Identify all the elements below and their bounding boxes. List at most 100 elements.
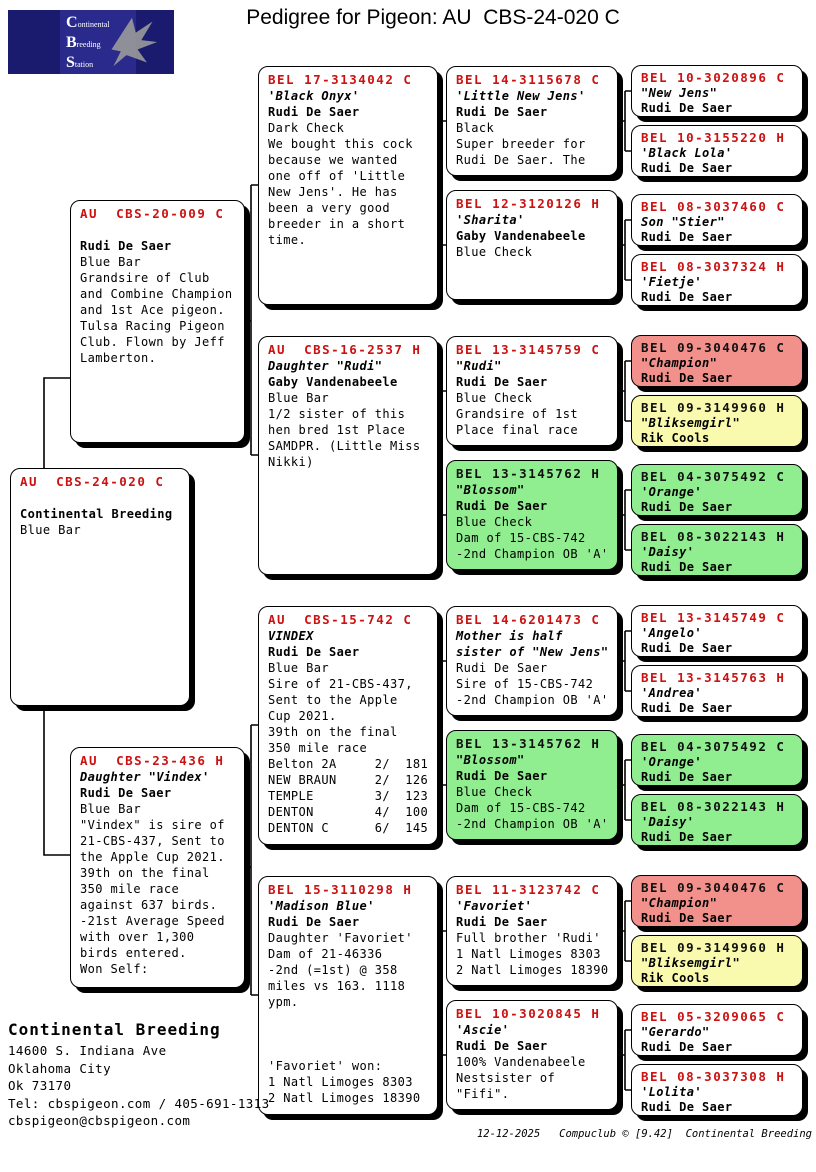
box-line: -2nd (=1st) @ 358 xyxy=(268,963,398,977)
box-line: 'Orange' xyxy=(641,485,702,499)
box-line: Rudi De Saer xyxy=(456,1039,548,1053)
box-line: Blue Bar xyxy=(268,391,329,405)
box-line: Daughter "Rudi" xyxy=(268,359,383,373)
box-line: Rudi De Saer xyxy=(641,641,733,655)
box-line: Rudi De Saer xyxy=(456,105,548,119)
box-line: 'Daisy' xyxy=(641,545,695,559)
box-details: Continental Breeding Blue Bar xyxy=(20,490,184,538)
box-line: Daughter 'Favoriet' xyxy=(268,931,413,945)
pedigree-box-bel-15-3110298-h: BEL 15-3110298 H 'Madison Blue' Rudi De S… xyxy=(258,876,438,1115)
box-line: 'Angelo' xyxy=(641,626,702,640)
box-line: We bought this cock xyxy=(268,137,413,151)
ring-number: BEL 04-3075492 C xyxy=(641,739,786,754)
ring-number: BEL 11-3123742 C xyxy=(456,882,601,897)
box-line: Rudi De Saer xyxy=(456,661,548,675)
box-details: 'Sharita' Gaby Vandenabeele Blue Check xyxy=(456,212,612,260)
box-line: Mother is half xyxy=(456,629,563,643)
ring-number: BEL 12-3120126 H xyxy=(456,196,601,211)
pedigree-box-au-cbs-24-020-c: AU CBS-24-020 C Continental Breeding Blue… xyxy=(10,468,190,706)
box-details: VINDEX Rudi De Saer Blue Bar Sire of 21-CBS… xyxy=(268,628,432,836)
box-line: "Gerardo" xyxy=(641,1025,710,1039)
box-details: Rudi De Saer Blue Bar Grandsire of Club and… xyxy=(80,222,239,366)
ring-number: BEL 08-3022143 H xyxy=(641,799,786,814)
ring-number: BEL 04-3075492 C xyxy=(641,469,786,484)
pedigree-box-bel-14-3115678-c: BEL 14-3115678 C 'Little New Jens' Rudi D… xyxy=(446,66,618,176)
box-line: Blue Check xyxy=(456,515,533,529)
pedigree-box-bel-08-3022143-h: BEL 08-3022143 H 'Daisy' Rudi De Saer xyxy=(631,524,803,576)
box-line: Sire of 15-CBS-742 xyxy=(456,677,594,691)
box-line: Rudi De Saer xyxy=(641,500,733,514)
box-details: 'Orange' Rudi De Saer xyxy=(641,755,797,785)
box-line: Won Self: xyxy=(80,962,149,976)
pedigree-box-bel-13-3145763-h: BEL 13-3145763 H 'Andrea' Rudi De Saer xyxy=(631,665,803,717)
pedigree-box-bel-14-6201473-c: BEL 14-6201473 C Mother is half sister of… xyxy=(446,606,618,716)
box-details: 'Little New Jens' Rudi De Saer Black Super … xyxy=(456,88,612,168)
pedigree-box-bel-12-3120126-h: BEL 12-3120126 H 'Sharita' Gaby Vandenabe… xyxy=(446,190,618,300)
box-line: 'Orange' xyxy=(641,755,702,769)
ring-number: AU CBS-20-009 C xyxy=(80,206,225,221)
box-details: 'Orange' Rudi De Saer xyxy=(641,485,797,515)
box-details: 'Daisy' Rudi De Saer xyxy=(641,545,797,575)
loft-name: Continental Breeding xyxy=(8,1020,221,1039)
box-line: SAMDPR. (Little Miss xyxy=(268,439,421,453)
box-line xyxy=(20,490,184,506)
box-line: 'Black Lola' xyxy=(641,146,733,160)
pedigree-box-bel-13-3145762-h: BEL 13-3145762 H "Blossom" Rudi De Saer Bl… xyxy=(446,730,618,840)
box-line xyxy=(268,1010,432,1026)
ring-number: BEL 13-3145749 C xyxy=(641,610,786,625)
box-details: 'Daisy' Rudi De Saer xyxy=(641,815,797,845)
box-line: Oklahoma City xyxy=(8,1060,112,1076)
box-details: "Bliksemgirl" Rik Cools xyxy=(641,956,797,986)
box-line: 'Black Onyx' xyxy=(268,89,360,103)
box-line: 'Ascie' xyxy=(456,1023,510,1037)
box-line: 350 mile race xyxy=(80,882,180,896)
ring-number: BEL 09-3040476 C xyxy=(641,340,786,355)
box-line: Blue Bar xyxy=(80,255,141,269)
box-line: "Bliksemgirl" xyxy=(641,416,741,430)
ring-number: BEL 09-3040476 C xyxy=(641,880,786,895)
ring-number: AU CBS-15-742 C xyxy=(268,612,413,627)
box-details: 'Lolita' Rudi De Saer xyxy=(641,1085,797,1115)
box-line: Blue Bar xyxy=(20,523,81,537)
box-line xyxy=(268,1026,432,1042)
box-line: Blue Check xyxy=(456,785,533,799)
loft-logo: Continental Breeding Station xyxy=(8,10,174,74)
ring-number: BEL 15-3110298 H xyxy=(268,882,413,897)
box-line: 1 Natl Limoges 8303 xyxy=(268,1075,413,1089)
box-line: "New Jens" xyxy=(641,86,718,100)
box-line: Dark Check xyxy=(268,121,345,135)
box-details: "New Jens" Rudi De Saer xyxy=(641,86,797,116)
box-line: miles vs 163. 1118 xyxy=(268,979,406,993)
box-details: 'Ascie' Rudi De Saer 100% Vandenabeele Nest… xyxy=(456,1022,612,1102)
box-line: Rudi De Saer xyxy=(641,770,733,784)
box-line: 39th on the final xyxy=(268,725,398,739)
loft-address: 14600 S. Indiana Ave Oklahoma City Ok 7317… xyxy=(8,1042,270,1130)
box-line: "Bliksemgirl" xyxy=(641,956,741,970)
box-line: 'Little New Jens' xyxy=(456,89,586,103)
box-line: Nikki) xyxy=(268,455,314,469)
box-line: Rudi De Saer xyxy=(641,911,733,925)
box-line: Son "Stier" xyxy=(641,215,725,229)
box-line: Dam of 15-CBS-742 xyxy=(456,801,586,815)
box-line: 100% Vandenabeele xyxy=(456,1055,586,1069)
box-details: "Blossom" Rudi De Saer Blue Check Dam of 15… xyxy=(456,752,612,832)
box-line: Rudi De Saer xyxy=(456,375,548,389)
ring-number: BEL 10-3020845 H xyxy=(456,1006,601,1021)
box-line: Tel: cbspigeon.com / 405-691-1313 xyxy=(8,1095,270,1111)
box-line: Gaby Vandenabeele xyxy=(268,375,398,389)
pedigree-box-bel-13-3145762-h: BEL 13-3145762 H "Blossom" Rudi De Saer Bl… xyxy=(446,460,618,570)
ring-number: BEL 13-3145762 H xyxy=(456,736,601,751)
box-line xyxy=(268,1042,432,1058)
box-line: VINDEX xyxy=(268,629,314,643)
box-line: Ok 73170 xyxy=(8,1078,72,1093)
pedigree-box-bel-10-3020896-c: BEL 10-3020896 C "New Jens" Rudi De Saer xyxy=(631,65,803,117)
box-line: "Vindex" is sire of xyxy=(80,818,225,832)
box-line: sister of "New Jens" xyxy=(456,645,609,659)
pedigree-box-bel-08-3037324-h: BEL 08-3037324 H 'Fietje' Rudi De Saer xyxy=(631,254,803,306)
box-line: Black xyxy=(456,121,495,135)
box-line: Grandsire of Club xyxy=(80,271,210,285)
box-line: 39th on the final xyxy=(80,866,210,880)
box-line: 1/2 sister of this xyxy=(268,407,406,421)
